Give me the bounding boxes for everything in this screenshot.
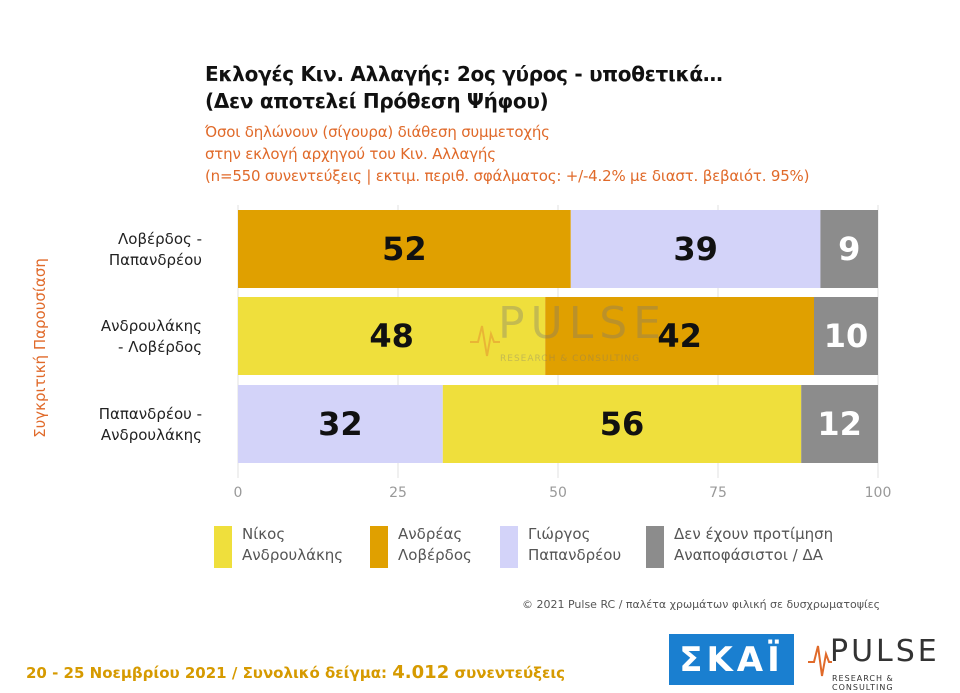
legend-swatch xyxy=(370,526,388,568)
bar-value-label: 56 xyxy=(600,405,645,443)
category-label: Ανδρουλάκης - Λοβέρδος xyxy=(101,317,202,356)
bar-segment-andreas xyxy=(238,210,571,288)
chart-title-line2: (Δεν αποτελεί Πρόθεση Ψήφου) xyxy=(205,89,549,113)
category-label: Λοβέρδος - Παπανδρέου xyxy=(109,230,202,269)
legend-swatch xyxy=(646,526,664,568)
skai-logo: ΣΚΑΪ xyxy=(669,634,794,685)
bar-segment-nikos xyxy=(238,297,546,375)
bar-value-label: 12 xyxy=(817,405,862,443)
chart-subtitle-line2: στην εκλογή αρχηγού του Κιν. Αλλαγής xyxy=(205,145,496,163)
chart-subtitle-line3: (n=550 συνεντεύξεις | εκτιμ. περιθ. σφάλ… xyxy=(205,167,810,185)
footer-sample-label: Συνολικό δείγμα: xyxy=(242,664,388,682)
category-label-line: Ανδρουλάκης xyxy=(101,317,202,335)
legend-swatch xyxy=(500,526,518,568)
category-label-line: Παπανδρέου xyxy=(109,251,202,269)
category-label-line: Λοβέρδος - xyxy=(118,230,202,248)
bar-value-label: 32 xyxy=(318,405,363,443)
stacked-bar-chart: 52 39 9 Λοβέρδος - Παπανδρέου 48 42 10 Ανδρουλάκ… xyxy=(99,205,892,501)
chart-subtitle: Όσοι δηλώνουν (σίγουρα) διάθεση συμμετοχ… xyxy=(205,121,809,187)
legend-swatch xyxy=(214,526,232,568)
footer-info: 20 - 25 Νοεμβρίου 2021 / Συνολικό δείγμα… xyxy=(26,662,565,683)
chart-title: Εκλογές Κιν. Αλλαγής: 2ος γύρος - υποθετ… xyxy=(205,61,723,115)
legend-label: Γιώργος Παπανδρέου xyxy=(528,525,622,564)
bar-segment-giorgos xyxy=(570,210,821,288)
pulse-logo-wave-icon xyxy=(808,645,832,677)
bar-segment-undecided xyxy=(814,297,878,375)
x-tick-label: 0 xyxy=(234,485,243,501)
legend-label: Ανδρέας Λοβέρδος xyxy=(398,525,472,564)
footer-sample-value: 4.012 xyxy=(392,662,450,683)
category-label: Παπανδρέου - Ανδρουλάκης xyxy=(99,405,202,444)
chart-subtitle-line1: Όσοι δηλώνουν (σίγουρα) διάθεση συμμετοχ… xyxy=(205,123,550,141)
bar-value-label: 48 xyxy=(369,317,414,355)
bar-value-label: 52 xyxy=(382,230,427,268)
bar-segment-giorgos xyxy=(238,385,443,463)
category-label-line: - Λοβέρδος xyxy=(118,338,202,356)
bar-value-label: 42 xyxy=(657,317,702,355)
pulse-logo: PULSE RESEARCH & CONSULTING xyxy=(808,632,953,692)
copyright-note: © 2021 Pulse RC / παλέτα χρωμάτων φιλική… xyxy=(522,598,881,611)
bar-value-label: 9 xyxy=(838,230,860,268)
category-label-line: Παπανδρέου - xyxy=(99,405,202,423)
footer-sample-unit: συνεντεύξεις xyxy=(454,664,566,682)
x-tick-label: 75 xyxy=(709,485,727,501)
legend-label: Δεν έχουν προτίμηση Αναποφάσιστοι / ΔΑ xyxy=(674,525,834,564)
x-tick-label: 100 xyxy=(865,485,892,501)
bar-value-label: 10 xyxy=(824,317,869,355)
legend-label: Νίκος Ανδρουλάκης xyxy=(242,525,344,564)
footer-dates: 20 - 25 Νοεμβρίου 2021 xyxy=(26,664,227,682)
chart-title-line1: Εκλογές Κιν. Αλλαγής: 2ος γύρος - υποθετ… xyxy=(205,62,723,86)
bar-segment-andreas xyxy=(545,297,814,375)
category-label-line: Ανδρουλάκης xyxy=(101,426,202,444)
x-tick-label: 25 xyxy=(389,485,407,501)
bar-segment-undecided xyxy=(820,210,878,288)
bar-segment-nikos xyxy=(442,385,802,463)
footer-sep: / xyxy=(226,664,243,682)
pulse-logo-sub: RESEARCH & CONSULTING xyxy=(832,674,894,692)
bar-segment-undecided xyxy=(801,385,878,463)
bar-value-label: 39 xyxy=(673,230,718,268)
pulse-logo-word: PULSE xyxy=(830,634,940,669)
x-tick-label: 50 xyxy=(549,485,567,501)
